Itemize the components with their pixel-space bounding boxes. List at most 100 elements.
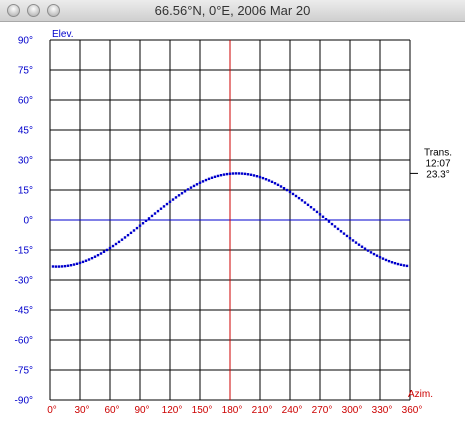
transit-time: 12:07 (425, 158, 450, 169)
y-tick-label: -15° (15, 246, 33, 257)
sun-point (285, 188, 289, 192)
y-tick-label: -30° (15, 276, 33, 287)
sun-point (396, 262, 400, 266)
y-tick-label: 75° (18, 66, 33, 77)
sun-point (111, 244, 115, 248)
sun-point (318, 213, 322, 216)
zoom-button[interactable] (47, 4, 60, 17)
transit-annotation: Trans. 12:07 23.3° (410, 147, 452, 180)
sun-point (342, 232, 346, 235)
sun-point (399, 263, 403, 266)
x-tick-label: 330° (372, 405, 393, 416)
sun-point (231, 172, 235, 175)
sun-point (219, 174, 223, 177)
y-tick-label: 30° (18, 156, 33, 167)
sun-point (336, 227, 340, 231)
sun-point (117, 240, 121, 244)
sun-point (51, 265, 55, 268)
sun-point (288, 190, 292, 194)
sun-point (216, 174, 220, 178)
sun-point (126, 233, 130, 237)
sun-point (384, 258, 388, 262)
sun-point (141, 222, 145, 225)
sun-point (390, 261, 394, 264)
sun-point (192, 184, 196, 188)
sun-point (183, 190, 187, 193)
sun-point (69, 264, 73, 267)
sun-point (135, 226, 139, 230)
y-tick-label: -75° (15, 366, 33, 377)
sun-point (402, 264, 406, 267)
sun-point (249, 173, 253, 176)
sun-point (381, 257, 385, 260)
x-tick-label: 210° (252, 405, 273, 416)
sun-point (222, 173, 226, 176)
sun-point (75, 262, 79, 265)
sun-point (60, 265, 64, 268)
sun-point (369, 251, 373, 254)
sun-point (240, 172, 244, 175)
x-tick-label: 300° (342, 405, 363, 416)
sun-point (324, 217, 328, 221)
sun-point (309, 205, 313, 209)
sun-point (78, 261, 82, 265)
sun-path-points (51, 172, 409, 268)
sun-point (87, 258, 91, 261)
sun-point (144, 219, 148, 223)
x-tick-label: 150° (192, 405, 213, 416)
sun-point (366, 249, 370, 252)
sun-point (207, 177, 211, 181)
x-tick-label: 60° (104, 405, 119, 416)
y-tick-label: 15° (18, 186, 33, 197)
x-tick-label: 270° (312, 405, 333, 416)
sun-point (105, 248, 109, 252)
sun-point (243, 172, 247, 176)
sun-point (405, 264, 409, 268)
sun-point (276, 183, 280, 187)
sun-point (96, 253, 100, 257)
y-tick-label: 90° (18, 36, 33, 47)
sun-point (375, 254, 379, 257)
sun-point (246, 173, 250, 176)
sun-point (210, 176, 214, 179)
sun-point (147, 217, 151, 220)
sun-point (348, 237, 352, 240)
sun-point (153, 212, 157, 215)
sun-point (108, 246, 112, 250)
sun-point (156, 209, 160, 213)
sun-point (273, 182, 277, 185)
sun-point (177, 194, 181, 197)
sun-point (261, 176, 265, 180)
sun-point (57, 265, 61, 268)
y-tick-label: -45° (15, 306, 33, 317)
sun-point (81, 260, 85, 264)
title-bar: 66.56°N, 0°E, 2006 Mar 20 (0, 0, 465, 22)
y-tick-label: -60° (15, 336, 33, 347)
sun-point (252, 174, 256, 177)
sun-point (345, 234, 349, 238)
sun-point (354, 241, 358, 244)
sun-point (201, 180, 205, 183)
sun-point (315, 210, 319, 214)
sun-point (264, 178, 268, 181)
x-tick-label: 180° (222, 405, 243, 416)
x-tick-label: 240° (282, 405, 303, 416)
sun-point (294, 194, 298, 198)
window-title: 66.56°N, 0°E, 2006 Mar 20 (154, 3, 311, 18)
minimize-button[interactable] (27, 4, 40, 17)
sun-point (180, 192, 184, 195)
x-tick-label: 30° (74, 405, 89, 416)
sun-point (237, 172, 241, 175)
close-button[interactable] (7, 4, 20, 17)
sun-point (213, 175, 217, 178)
sun-point (195, 183, 199, 186)
sun-point (123, 236, 127, 239)
sun-point (330, 222, 334, 226)
sun-point (72, 263, 76, 266)
sun-point (312, 208, 316, 211)
y-tick-label: 45° (18, 126, 33, 137)
sun-point (255, 175, 259, 178)
sun-point (333, 225, 337, 228)
sun-point (327, 220, 331, 223)
